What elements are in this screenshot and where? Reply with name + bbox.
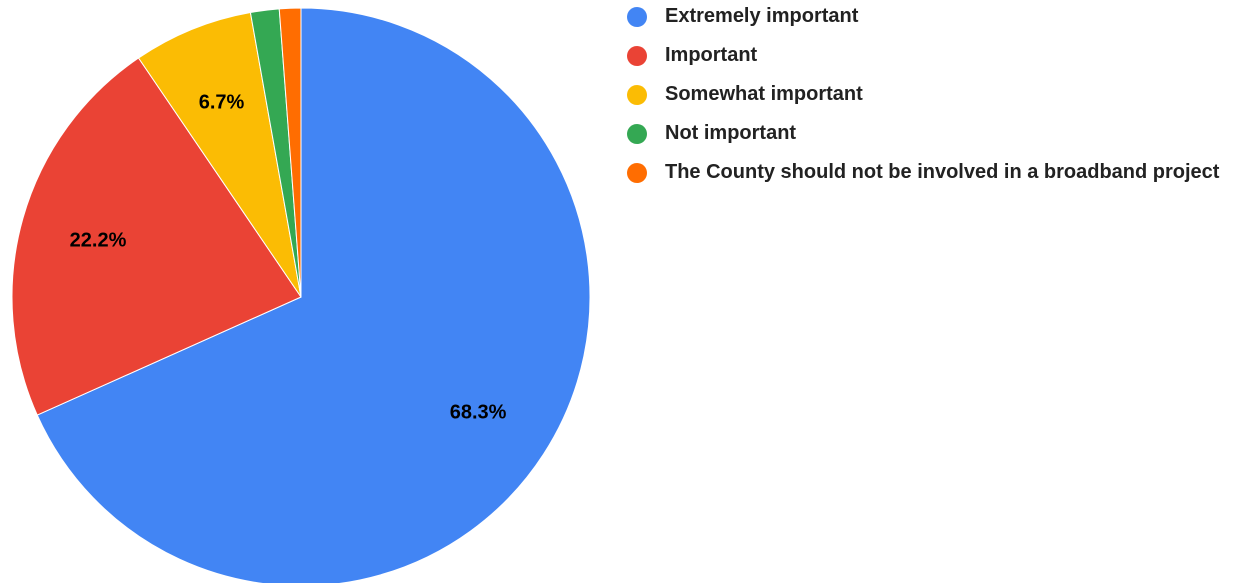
legend-swatch-icon — [627, 85, 647, 105]
slice-label-1: 22.2% — [70, 229, 127, 251]
legend-label: Important — [665, 44, 758, 66]
legend-label: Somewhat important — [665, 83, 863, 105]
pie-slice-2 — [137, 11, 302, 298]
pie-slice-1 — [11, 57, 302, 416]
legend-item-4: The County should not be involved in a b… — [627, 162, 1257, 183]
legend-item-3: Not important — [627, 123, 1257, 144]
pie-slice-0 — [36, 7, 591, 583]
chart-legend: Extremely important Important Somewhat imp… — [627, 6, 1257, 201]
legend-swatch-icon — [627, 163, 647, 183]
slice-label-2: 6.7% — [199, 92, 245, 114]
legend-item-2: Somewhat important — [627, 84, 1257, 105]
pie-slice-4 — [278, 7, 302, 298]
legend-label: Not important — [665, 122, 797, 144]
legend-item-0: Extremely important — [627, 6, 1257, 27]
legend-label: Extremely important — [665, 5, 859, 27]
pie-chart-svg: 68.3% 22.2% 6.7% — [11, 7, 591, 583]
slice-label-0: 68.3% — [450, 402, 507, 424]
legend-swatch-icon — [627, 124, 647, 144]
pie-slice-labels: 68.3% 22.2% 6.7% — [70, 92, 507, 424]
legend-swatch-icon — [627, 7, 647, 27]
legend-swatch-icon — [627, 46, 647, 66]
legend-label: The County should not be involved in a b… — [665, 161, 1220, 183]
pie-slices — [11, 7, 591, 583]
legend-item-1: Important — [627, 45, 1257, 66]
